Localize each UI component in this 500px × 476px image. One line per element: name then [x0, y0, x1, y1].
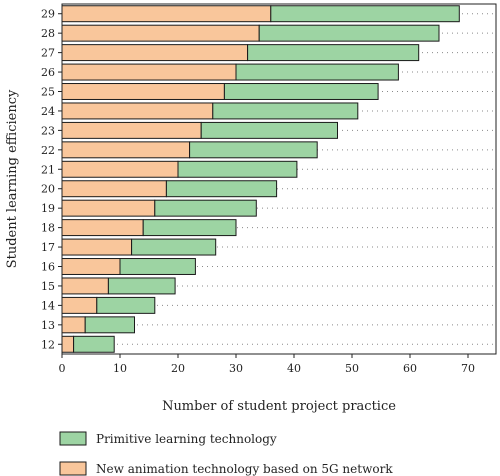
grid-lines — [62, 13, 496, 345]
bar-animation-29 — [61, 5, 272, 23]
x-tick-label-20: 20 — [171, 362, 185, 375]
y-tick-label-21: 21 — [41, 163, 55, 176]
x-axis-title: Number of student project practice — [162, 399, 396, 414]
x-tick-label-40: 40 — [287, 362, 301, 375]
bar-animation-26 — [61, 63, 237, 81]
bars — [61, 5, 460, 353]
bar-animation-12 — [61, 335, 75, 353]
y-tick-label-14: 14 — [41, 299, 55, 312]
y-tick-label-15: 15 — [41, 280, 55, 293]
bar-animation-24 — [61, 102, 214, 120]
y-tick-label-19: 19 — [41, 202, 55, 215]
bar-primitive-26 — [235, 63, 399, 81]
y-tick-label-16: 16 — [41, 261, 55, 274]
bar-primitive-25 — [223, 83, 379, 100]
x-tick-label-60: 60 — [403, 362, 417, 375]
legend-swatch-primitive — [59, 431, 87, 446]
bar-animation-28 — [61, 24, 260, 42]
x-tick-label-30: 30 — [229, 362, 243, 375]
bar-animation-14 — [61, 296, 98, 314]
x-tick-label-70: 70 — [461, 362, 475, 375]
bar-primitive-15 — [107, 277, 176, 295]
bar-primitive-12 — [73, 335, 115, 353]
x-tick-label-0: 0 — [59, 362, 66, 375]
bar-animation-16 — [61, 258, 121, 275]
x-tick-label-50: 50 — [345, 362, 359, 375]
x-tick-labels: 0 10 20 30 40 50 60 70 — [59, 362, 476, 375]
bar-primitive-18 — [142, 219, 237, 237]
bar-primitive-13 — [84, 316, 135, 334]
y-tick-label-27: 27 — [41, 47, 55, 60]
bar-primitive-16 — [119, 258, 196, 275]
bar-animation-27 — [61, 44, 249, 62]
bar-primitive-28 — [258, 24, 440, 42]
y-tick-label-26: 26 — [41, 66, 55, 79]
plot-frame — [61, 3, 497, 355]
bar-animation-17 — [61, 238, 133, 256]
bar-animation-18 — [61, 219, 144, 237]
y-tick-label-18: 18 — [41, 222, 55, 235]
bar-animation-23 — [61, 121, 202, 139]
y-tick-label-29: 29 — [41, 8, 55, 21]
bar-primitive-20 — [165, 180, 278, 198]
bar-animation-13 — [61, 316, 86, 334]
bar-primitive-22 — [189, 141, 318, 159]
y-tick-label-20: 20 — [41, 183, 55, 196]
bar-animation-15 — [61, 277, 109, 295]
y-tick-label-22: 22 — [41, 144, 55, 157]
legend-swatch-animation — [59, 461, 87, 476]
bar-primitive-17 — [131, 238, 217, 256]
bar-primitive-27 — [247, 44, 420, 62]
y-tick-label-12: 12 — [41, 338, 55, 351]
bar-animation-21 — [61, 160, 179, 178]
y-tick-label-17: 17 — [41, 241, 55, 254]
bar-primitive-19 — [154, 199, 257, 217]
y-tick-label-13: 13 — [41, 319, 55, 332]
bar-animation-19 — [61, 199, 156, 217]
legend-label-primitive: Primitive learning technology — [96, 432, 277, 446]
x-tick-label-10: 10 — [113, 362, 127, 375]
bar-animation-25 — [61, 83, 225, 100]
y-tick-label-24: 24 — [41, 105, 55, 118]
bar-primitive-21 — [177, 160, 298, 178]
bar-primitive-24 — [212, 102, 359, 120]
legend-label-animation: New animation technology based on 5G net… — [96, 462, 393, 476]
y-axis-title: Student learning efficiency — [5, 89, 20, 268]
y-tick-label-25: 25 — [41, 86, 55, 99]
bar-primitive-29 — [270, 5, 460, 23]
y-tick-labels: 12 13 14 15 16 17 18 19 20 21 22 23 24 25 26 27 28 29 — [41, 8, 55, 352]
axes — [58, 3, 497, 358]
y-tick-label-23: 23 — [41, 124, 55, 137]
bar-primitive-23 — [200, 121, 338, 139]
bar-animation-20 — [61, 180, 167, 198]
bar-animation-22 — [61, 141, 191, 159]
y-tick-label-28: 28 — [41, 27, 55, 40]
legend: Primitive learning technology New animati… — [59, 431, 393, 476]
bar-primitive-14 — [96, 296, 156, 314]
